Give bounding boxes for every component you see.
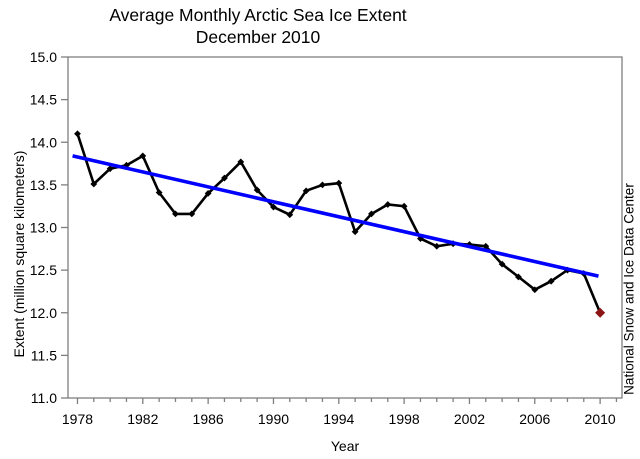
data-point-marker <box>286 211 294 219</box>
data-point-marker <box>204 190 212 197</box>
data-point-marker <box>106 165 114 173</box>
x-tick-label: 1978 <box>62 411 93 427</box>
y-tick-label: 14.0 <box>30 134 57 150</box>
data-point-marker <box>335 179 343 187</box>
data-point-marker <box>417 235 424 242</box>
data-point-marker <box>302 187 310 195</box>
data-point-marker <box>433 242 441 250</box>
data-point-marker <box>531 286 539 294</box>
data-point-marker <box>384 201 392 208</box>
data-point-marker <box>400 202 408 210</box>
data-point-marker <box>237 158 245 166</box>
x-tick-label: 2010 <box>585 411 616 427</box>
y-tick-label: 13.5 <box>30 177 57 193</box>
x-tick-label: 1994 <box>323 411 354 427</box>
x-tick-label: 2006 <box>519 411 550 427</box>
data-point-marker <box>155 189 163 196</box>
x-tick-label: 1998 <box>389 411 420 427</box>
y-tick-label: 13.0 <box>30 220 57 236</box>
data-point-marker <box>172 210 179 218</box>
data-point-marker <box>74 130 81 138</box>
x-tick-label: 1990 <box>258 411 289 427</box>
x-tick-label: 1986 <box>193 411 224 427</box>
data-line <box>76 133 602 314</box>
data-point-marker <box>139 152 147 160</box>
data-point-marker <box>253 186 261 194</box>
data-point-marker <box>482 242 490 250</box>
x-tick-label: 1982 <box>127 411 158 427</box>
data-point-marker <box>221 174 228 182</box>
data-point-marker <box>547 277 555 285</box>
data-point-marker <box>368 210 375 218</box>
plot-border <box>67 56 623 399</box>
chart-title: Average Monthly Arctic Sea Ice Extent <box>109 5 407 25</box>
chart-subtitle: December 2010 <box>195 27 321 47</box>
y-tick-label: 14.5 <box>30 92 57 108</box>
y-tick-label: 12.5 <box>30 262 57 278</box>
data-point-marker <box>351 228 359 236</box>
trend-line <box>72 154 599 278</box>
x-tick-label: 2002 <box>454 411 485 427</box>
data-point-marker <box>188 210 196 218</box>
y-tick-label: 15.0 <box>30 49 57 65</box>
data-point-marker <box>319 181 326 189</box>
data-point-marker <box>270 203 277 211</box>
y-tick-label: 12.0 <box>30 305 57 321</box>
data-point-marker <box>515 273 522 281</box>
chart-title-block: Average Monthly Arctic Sea Ice Extent De… <box>0 4 516 48</box>
credit-label: National Snow and Ice Data Center <box>621 183 637 395</box>
highlight-point-marker <box>595 307 606 318</box>
data-point-marker <box>90 180 98 188</box>
data-point-marker <box>498 260 506 268</box>
y-tick-label: 11.5 <box>31 347 57 363</box>
y-tick-label: 11.0 <box>31 390 57 406</box>
x-axis-label: Year <box>330 438 360 454</box>
